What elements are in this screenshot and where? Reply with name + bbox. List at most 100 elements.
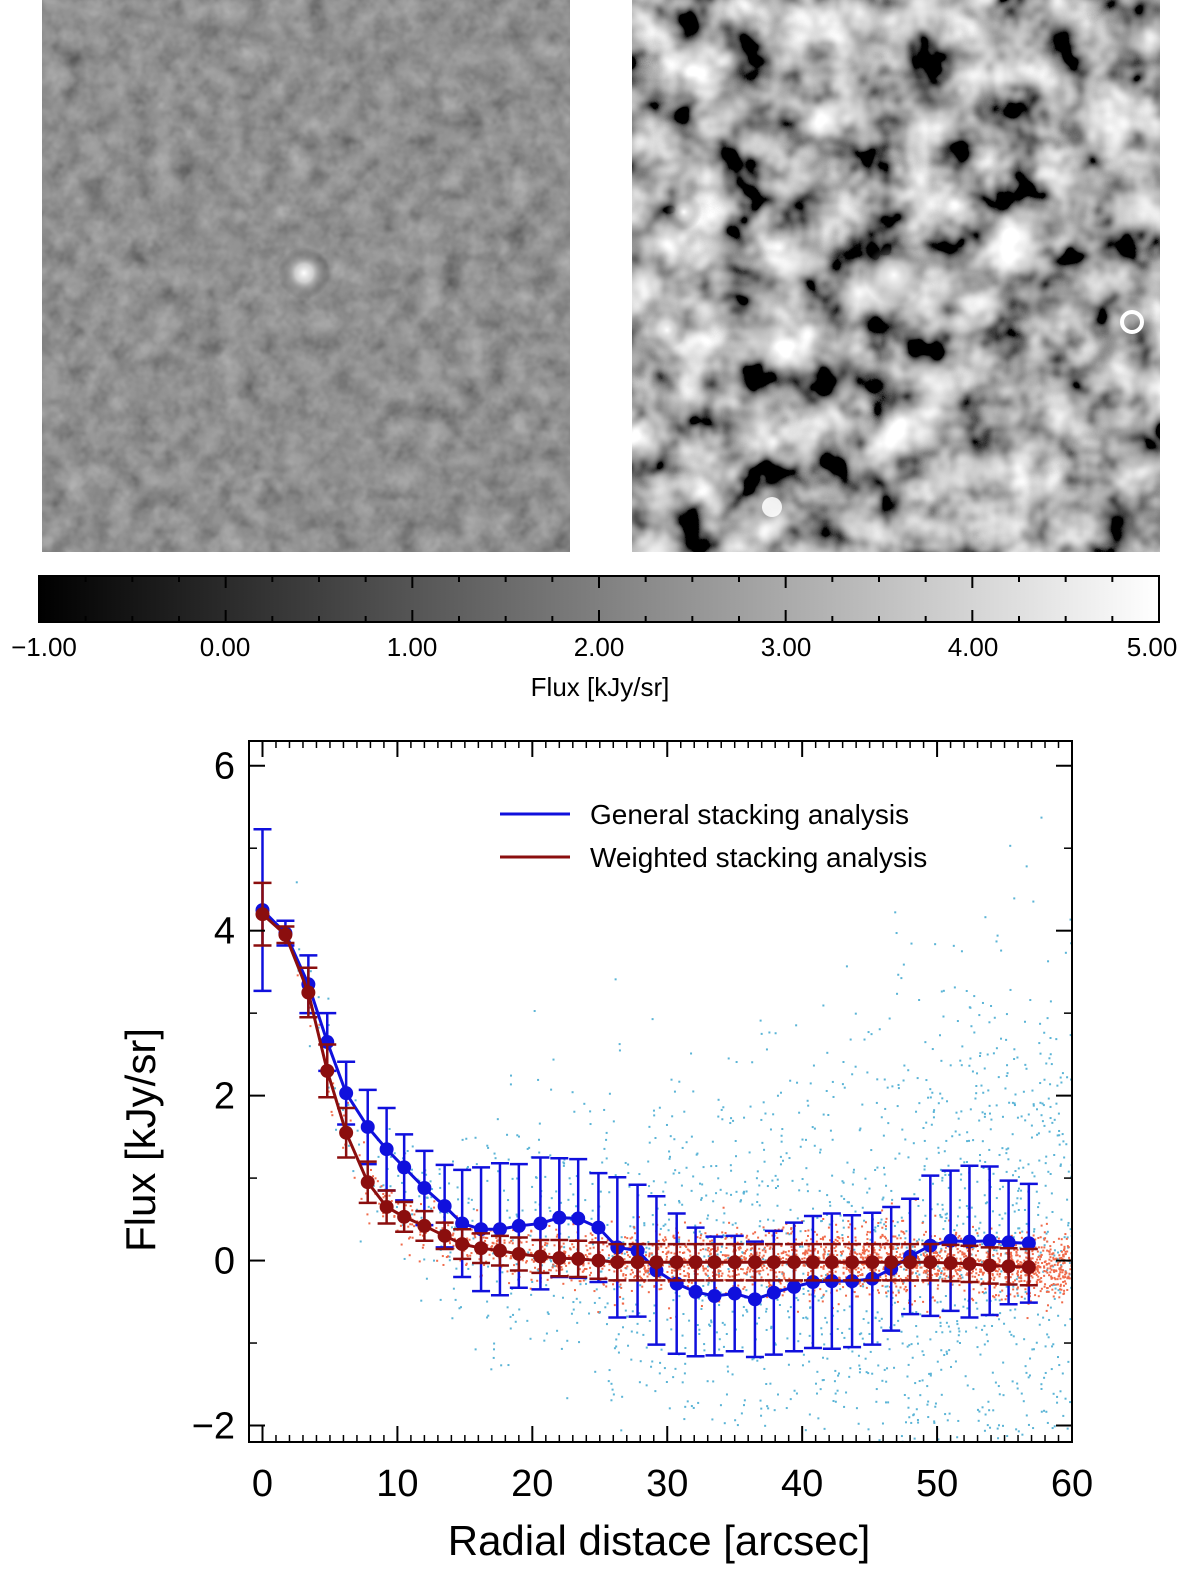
general-scatter-point	[981, 1140, 984, 1143]
general-scatter-point	[718, 1304, 721, 1307]
weighted-scatter-point	[922, 1252, 925, 1255]
general-scatter-point	[1017, 1227, 1020, 1230]
weighted-scatter-point	[388, 1194, 391, 1197]
weighted-scatter-point	[787, 1254, 790, 1257]
general-scatter-point	[973, 1031, 976, 1034]
general-scatter-point	[426, 1196, 429, 1199]
weighted-scatter-point	[555, 1235, 558, 1238]
general-scatter-point	[825, 1321, 828, 1324]
general-data-point	[397, 1160, 412, 1175]
general-scatter-point	[718, 1272, 721, 1275]
general-scatter-point	[994, 1298, 997, 1301]
weighted-scatter-point	[1048, 1274, 1051, 1277]
weighted-data-point	[707, 1255, 722, 1270]
weighted-scatter-point	[758, 1254, 761, 1257]
weighted-scatter-point	[1039, 1290, 1042, 1293]
general-scatter-point	[900, 1216, 903, 1219]
weighted-scatter-point	[468, 1238, 471, 1241]
general-scatter-point	[317, 996, 320, 999]
general-scatter-point	[760, 1284, 763, 1287]
weighted-scatter-point	[645, 1269, 648, 1272]
weighted-scatter-point	[362, 1141, 365, 1144]
weighted-scatter-point	[786, 1232, 789, 1235]
weighted-scatter-point	[749, 1268, 752, 1271]
weighted-scatter-point	[466, 1255, 469, 1258]
general-scatter-point	[534, 1201, 537, 1204]
weighted-scatter-point	[952, 1254, 955, 1257]
weighted-scatter-point	[1009, 1276, 1012, 1279]
weighted-scatter-point	[1050, 1259, 1053, 1262]
weighted-scatter-point	[757, 1270, 760, 1273]
weighted-scatter-point	[977, 1274, 980, 1277]
general-scatter-point	[912, 1142, 915, 1145]
general-scatter-point	[467, 1197, 470, 1200]
general-scatter-point	[825, 1089, 828, 1092]
weighted-scatter-point	[902, 1282, 905, 1285]
weighted-scatter-point	[724, 1254, 727, 1257]
general-scatter-point	[798, 1189, 801, 1192]
weighted-scatter-point	[588, 1274, 591, 1277]
weighted-scatter-point	[823, 1250, 826, 1253]
weighted-scatter-point	[879, 1275, 882, 1278]
general-scatter-point	[706, 1274, 709, 1277]
general-scatter-point	[567, 1198, 570, 1201]
weighted-scatter-point	[1020, 1236, 1023, 1239]
general-scatter-point	[758, 1316, 761, 1319]
weighted-scatter-point	[548, 1224, 551, 1227]
weighted-scatter-point	[552, 1263, 555, 1266]
weighted-scatter-point	[764, 1234, 767, 1237]
weighted-scatter-point	[970, 1272, 973, 1275]
weighted-scatter-point	[608, 1269, 611, 1272]
weighted-scatter-point	[923, 1233, 926, 1236]
general-scatter-point	[1061, 1133, 1064, 1136]
general-scatter-point	[910, 1343, 913, 1346]
weighted-scatter-point	[779, 1258, 782, 1261]
weighted-scatter-point	[421, 1234, 424, 1237]
general-scatter-point	[944, 1220, 947, 1223]
weighted-scatter-point	[582, 1279, 585, 1282]
general-scatter-point	[507, 1199, 510, 1202]
weighted-scatter-point	[937, 1269, 940, 1272]
weighted-scatter-point	[791, 1230, 794, 1233]
weighted-scatter-point	[1060, 1243, 1063, 1246]
weighted-scatter-point	[761, 1263, 764, 1266]
weighted-scatter-point	[809, 1249, 812, 1252]
general-scatter-point	[568, 1177, 571, 1180]
weighted-scatter-point	[1058, 1257, 1061, 1260]
general-scatter-point	[607, 1380, 610, 1383]
weighted-scatter-point	[834, 1249, 837, 1252]
weighted-scatter-point	[624, 1236, 627, 1239]
general-scatter-point	[814, 1382, 817, 1385]
general-scatter-point	[517, 1135, 520, 1138]
general-scatter-point	[860, 1332, 863, 1335]
general-scatter-point	[298, 948, 301, 951]
weighted-scatter-point	[657, 1239, 660, 1242]
general-scatter-point	[555, 1190, 558, 1193]
weighted-scatter-point	[992, 1254, 995, 1257]
weighted-scatter-point	[702, 1269, 705, 1272]
weighted-scatter-point	[1055, 1283, 1058, 1286]
general-scatter-point	[840, 1195, 843, 1198]
general-scatter-point	[867, 1031, 870, 1034]
general-scatter-point	[1008, 1101, 1011, 1104]
general-scatter-point	[1016, 1387, 1019, 1390]
weighted-scatter-point	[790, 1232, 793, 1235]
general-scatter-point	[677, 1240, 680, 1243]
general-scatter-point	[573, 1110, 576, 1113]
weighted-scatter-point	[961, 1251, 964, 1254]
general-scatter-point	[816, 1370, 819, 1373]
weighted-scatter-point	[555, 1228, 558, 1231]
general-scatter-point	[834, 1400, 837, 1403]
weighted-scatter-point	[530, 1229, 533, 1232]
weighted-scatter-point	[1052, 1258, 1055, 1261]
general-scatter-point	[605, 1323, 608, 1326]
general-scatter-point	[1063, 1236, 1066, 1239]
weighted-data-point	[727, 1255, 742, 1270]
weighted-scatter-point	[1031, 1250, 1034, 1253]
weighted-scatter-point	[567, 1254, 570, 1257]
weighted-scatter-point	[466, 1237, 469, 1240]
general-scatter-point	[683, 1418, 686, 1421]
weighted-scatter-point	[721, 1263, 724, 1266]
weighted-scatter-point	[380, 1185, 383, 1188]
general-scatter-point	[941, 1176, 944, 1179]
